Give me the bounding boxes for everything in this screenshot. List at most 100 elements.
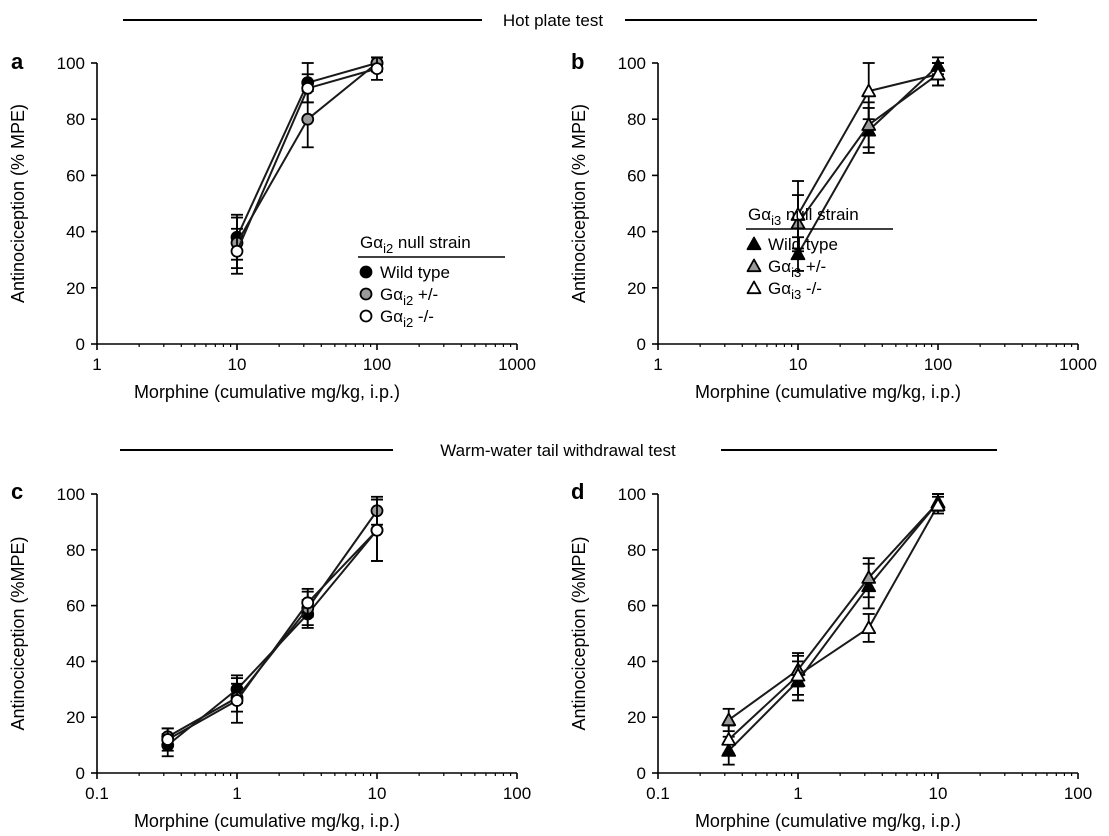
legend-entry-label-base: Gα	[768, 279, 791, 298]
series-line	[728, 504, 939, 741]
legend-title-subscript: i2	[383, 241, 393, 256]
y-tick-label: 60	[66, 166, 85, 185]
y-tick-label: 40	[66, 652, 85, 671]
x-tick-label: 10	[929, 784, 948, 803]
x-tick-label: 0.1	[85, 784, 109, 803]
y-tick-label: 100	[57, 485, 85, 504]
x-axis-label: Morphine (cumulative mg/kg, i.p.)	[134, 811, 400, 831]
legend-entry-label-rest: -/-	[413, 307, 434, 326]
y-axis-label: Antinociception (% MPE)	[569, 104, 589, 303]
series-g-i3	[790, 62, 946, 250]
legend-marker	[746, 258, 762, 273]
data-point	[721, 712, 737, 727]
hot-plate-header: Hot plate test	[123, 11, 1037, 30]
data-point	[161, 733, 175, 746]
y-tick-label: 20	[627, 279, 646, 298]
panel-letter: b	[571, 49, 584, 74]
legend-entry-label: Gαi3 -/-	[768, 279, 822, 302]
panel-b: b 0 20 40 60 80 100 1 10 100 1000 Morphine (cumulat…	[569, 49, 1097, 402]
y-tick-label: 100	[618, 485, 646, 504]
y-tick-label: 80	[66, 110, 85, 129]
legend-title: Gαi3 null strain	[748, 205, 859, 228]
x-tick-label: 1	[653, 355, 662, 374]
data-point	[790, 207, 806, 221]
y-tick-label: 0	[637, 335, 646, 354]
panel-a: a 0 20 40 60 80 100 1 10 100 1000 Morphine (cumulat…	[8, 49, 536, 402]
series-line	[728, 501, 939, 721]
x-tick-label: 1	[793, 784, 802, 803]
series-wild-type	[721, 493, 946, 766]
data-point	[930, 66, 946, 81]
series-g-i2	[161, 495, 384, 746]
y-tick-label: 100	[57, 54, 85, 73]
y-tick-label: 20	[627, 708, 646, 727]
y-tick-label: 20	[66, 708, 85, 727]
x-tick-label: 100	[1064, 784, 1092, 803]
tail-withdrawal-title: Warm-water tail withdrawal test	[440, 441, 676, 460]
data-point	[230, 244, 244, 258]
x-tick-label: 1	[92, 355, 101, 374]
data-point	[790, 667, 806, 682]
y-tick-label: 0	[637, 764, 646, 783]
legend-marker	[359, 287, 373, 301]
legend-marker	[746, 236, 762, 251]
y-tick-label: 80	[627, 541, 646, 560]
data-point	[861, 620, 877, 635]
tail-withdrawal-header: Warm-water tail withdrawal test	[120, 441, 997, 460]
legend-title-rest: null strain	[393, 233, 470, 252]
x-tick-label: 1	[232, 784, 241, 803]
legend-entry-label-rest: +/-	[801, 257, 826, 276]
series-wild-type	[161, 498, 384, 758]
data-point	[861, 117, 877, 131]
legend-entry-label-subscript: i2	[403, 293, 413, 308]
y-tick-label: 60	[627, 597, 646, 616]
y-axis-label: Antinociception (%MPE)	[8, 536, 28, 730]
legend-entry-label-rest: +/-	[413, 285, 438, 304]
legend-entry-label: Wild type	[768, 235, 838, 254]
panel-letter: a	[11, 49, 24, 74]
legend-marker	[359, 309, 373, 323]
legend-entry-label: Gαi2 -/-	[380, 307, 434, 330]
legend-entry-label: Wild type	[380, 263, 450, 282]
y-axis-label: Antinociception (% MPE)	[8, 104, 28, 303]
data-point	[790, 246, 806, 261]
legend-entry-label-subscript: i3	[791, 287, 801, 302]
x-tick-label: 10	[368, 784, 387, 803]
x-tick-label: 10	[789, 355, 808, 374]
legend-title-subscript: i3	[771, 213, 781, 228]
legend-marker	[359, 265, 373, 279]
y-tick-label: 60	[66, 597, 85, 616]
data-point	[721, 732, 737, 746]
y-tick-label: 40	[627, 223, 646, 242]
x-tick-label: 1000	[1059, 355, 1097, 374]
legend-title-base: Gα	[360, 233, 383, 252]
legend-title-base: Gα	[748, 205, 771, 224]
data-point	[230, 694, 244, 707]
x-tick-label: 10	[228, 355, 247, 374]
x-tick-label: 100	[363, 355, 391, 374]
series-g-i2	[161, 498, 384, 752]
legend-entry-label-subscript: i3	[791, 265, 801, 280]
panel-d: d 0 20 40 60 80 100 0.1 1 10 100 Morphine (cumulati…	[569, 479, 1092, 831]
legend-marker	[746, 280, 762, 295]
data-point	[930, 497, 946, 512]
legend-entry-label-subscript: i2	[403, 315, 413, 330]
panel-letter: c	[11, 479, 23, 504]
y-tick-label: 80	[627, 110, 646, 129]
series-line	[167, 529, 378, 741]
legend-title-rest: null strain	[781, 205, 858, 224]
hot-plate-title: Hot plate test	[503, 11, 603, 30]
y-tick-label: 0	[76, 764, 85, 783]
x-axis-label: Morphine (cumulative mg/kg, i.p.)	[695, 811, 961, 831]
y-tick-label: 40	[66, 223, 85, 242]
series-g-i3	[721, 495, 946, 755]
data-point	[301, 81, 315, 95]
data-point	[861, 570, 877, 584]
y-tick-label: 60	[627, 166, 646, 185]
y-tick-label: 0	[76, 335, 85, 354]
legend-entry-label-base: Gα	[380, 307, 403, 326]
data-point	[370, 523, 384, 537]
legend-entry-label-base: Gα	[380, 285, 403, 304]
